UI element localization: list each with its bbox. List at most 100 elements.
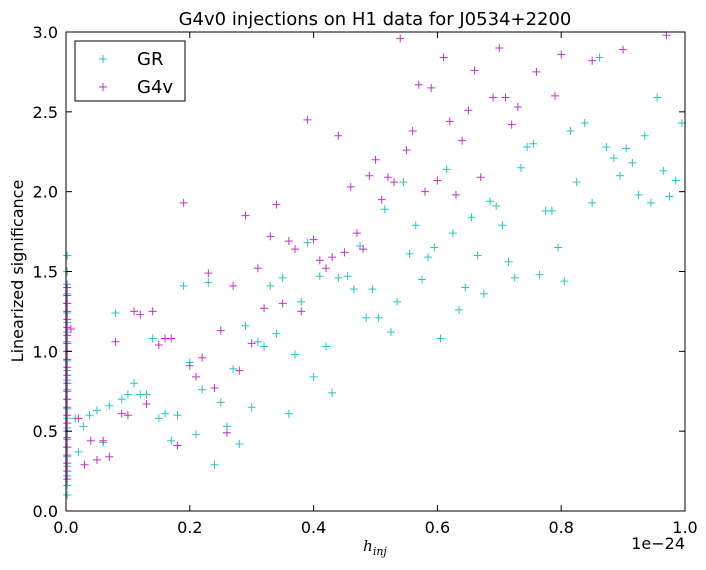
data-point [433, 176, 442, 185]
data-point [278, 299, 287, 308]
data-point [640, 131, 649, 140]
legend-marker-gr [99, 55, 107, 63]
data-point [63, 323, 72, 332]
x-tick-label: 0.6 [425, 518, 450, 537]
legend: GR G4v [74, 40, 186, 102]
data-point [167, 436, 176, 445]
data-point [371, 155, 380, 164]
data-point [210, 384, 219, 393]
data-point [405, 249, 414, 258]
data-point [241, 321, 250, 330]
data-point [247, 339, 256, 348]
data-point [340, 248, 349, 257]
data-point [402, 146, 411, 155]
data-point [439, 53, 448, 62]
data-point [448, 229, 457, 238]
data-point [191, 372, 200, 381]
data-point [504, 257, 513, 266]
data-point [63, 403, 72, 412]
data-point [173, 411, 182, 420]
data-point [63, 339, 72, 348]
data-point [92, 406, 101, 415]
data-point [495, 43, 504, 52]
data-point [411, 221, 420, 230]
data-point [86, 436, 95, 445]
data-point [63, 475, 72, 484]
data-point [130, 307, 139, 316]
data-point [123, 390, 132, 399]
data-point [445, 117, 454, 126]
data-point [161, 409, 170, 418]
data-point [566, 126, 575, 135]
data-point [535, 270, 544, 279]
chart-title: G4v0 injections on H1 data for J0534+220… [179, 9, 572, 30]
data-point [63, 355, 72, 364]
data-point [136, 310, 145, 319]
data-point [284, 409, 293, 418]
data-point [191, 430, 200, 439]
data-point [557, 50, 566, 59]
legend-marker-g4v [99, 83, 107, 91]
data-point [80, 460, 89, 469]
data-point [436, 334, 445, 343]
data-point [253, 264, 262, 273]
data-point [532, 67, 541, 76]
data-point [303, 238, 312, 247]
data-point [616, 171, 625, 180]
data-point [430, 243, 439, 252]
x-axis-label: hinj [363, 537, 387, 558]
data-point [595, 53, 604, 62]
data-point [470, 66, 479, 75]
x-axis: 0.0 0.2 0.4 0.6 0.8 1.0 [53, 32, 698, 537]
data-point [111, 309, 120, 318]
data-point [142, 390, 151, 399]
data-point [123, 411, 132, 420]
data-point [393, 297, 402, 306]
data-point [622, 144, 631, 153]
data-point [63, 363, 72, 372]
data-point [374, 313, 383, 322]
plot-frame [65, 31, 686, 512]
data-point [464, 106, 473, 115]
data-point [309, 372, 318, 381]
data-point [85, 411, 94, 420]
data-point [216, 398, 225, 407]
data-point [198, 353, 207, 362]
legend-label-g4v: G4v [137, 77, 173, 98]
data-point [297, 297, 306, 306]
data-point [63, 459, 72, 468]
data-point [260, 342, 269, 351]
legend-items: GR G4v [99, 49, 173, 98]
data-point [572, 178, 581, 187]
y-tick-label: 0.5 [33, 422, 58, 441]
data-point [229, 364, 238, 373]
data-point [63, 411, 72, 420]
data-point [179, 198, 188, 207]
data-point [368, 285, 377, 294]
data-point [588, 198, 597, 207]
data-point [63, 467, 72, 476]
data-point [291, 245, 300, 254]
data-point [646, 198, 655, 207]
data-point [489, 93, 498, 102]
y-tick-label: 2.0 [33, 183, 58, 202]
data-point [560, 277, 569, 286]
data-point [63, 283, 72, 292]
data-point [399, 178, 408, 187]
data-point [272, 329, 281, 338]
data-point [297, 307, 306, 316]
data-point [659, 166, 668, 175]
data-point [328, 253, 337, 262]
data-point [580, 119, 589, 128]
data-point [619, 45, 628, 54]
data-point [142, 400, 151, 409]
data-point [383, 173, 392, 182]
data-point [63, 387, 72, 396]
data-point [179, 281, 188, 290]
plot-points [63, 31, 686, 500]
data-point [346, 182, 355, 191]
data-point [63, 251, 72, 260]
x-axis-label-main: h [363, 537, 373, 555]
y-tick-label: 2.5 [33, 103, 58, 122]
